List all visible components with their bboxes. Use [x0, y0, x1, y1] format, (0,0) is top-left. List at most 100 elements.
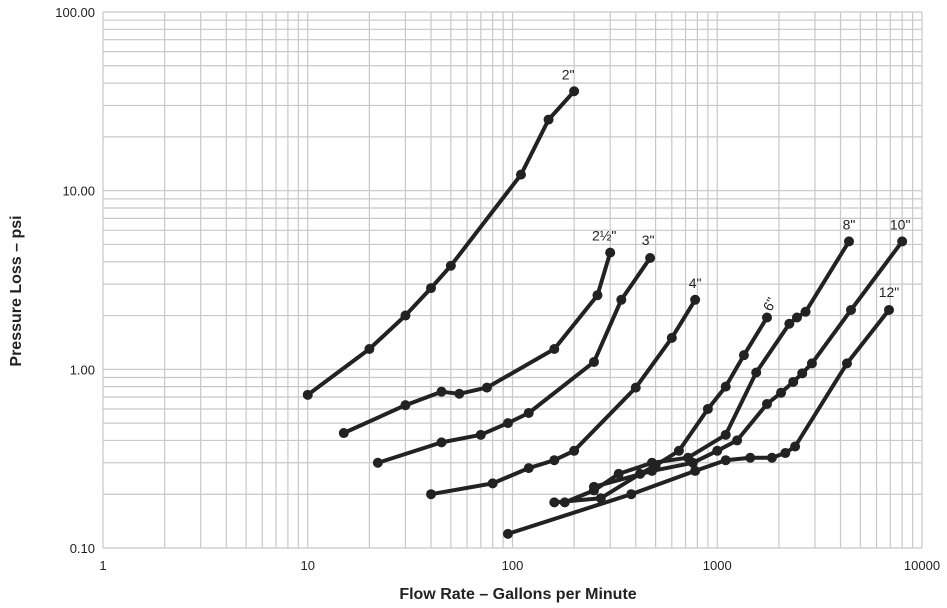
data-point — [732, 435, 743, 446]
data-point — [372, 457, 383, 468]
data-point — [806, 358, 817, 369]
data-point — [302, 389, 313, 400]
data-point — [549, 455, 560, 466]
data-point — [845, 304, 856, 315]
data-point — [400, 400, 411, 411]
data-point — [445, 260, 456, 271]
data-point — [790, 441, 801, 452]
data-point — [666, 332, 677, 343]
data-point — [481, 382, 492, 393]
data-point — [487, 478, 498, 489]
data-point — [800, 306, 811, 317]
chart-grid — [102, 11, 923, 549]
data-point — [690, 465, 701, 476]
series-line — [505, 307, 891, 536]
x-tick-label: 100 — [502, 558, 524, 573]
series-layer — [302, 86, 908, 539]
data-point — [543, 114, 554, 125]
series-label: 4" — [689, 275, 702, 291]
data-point — [588, 481, 599, 492]
x-tick-label: 10000 — [904, 558, 940, 573]
series-label: 6" — [760, 295, 780, 314]
data-point — [502, 418, 513, 429]
data-point — [338, 428, 349, 439]
data-point — [605, 247, 616, 258]
data-point — [436, 386, 447, 397]
data-point — [549, 497, 560, 508]
data-point — [745, 452, 756, 463]
series-group — [372, 252, 656, 468]
y-tick-label: 1.00 — [70, 362, 95, 377]
data-point — [364, 343, 375, 354]
data-point — [515, 169, 526, 180]
y-tick-label: 0.10 — [70, 541, 95, 556]
data-point — [549, 343, 560, 354]
data-point — [843, 236, 854, 247]
y-axis-label: Pressure Loss – psi — [8, 215, 25, 366]
data-point — [595, 493, 606, 504]
data-point — [720, 429, 731, 440]
series-label: 2½" — [592, 228, 616, 244]
series-labels: 2" 2½" 3" 4" 6" 8" 10" 12" — [562, 66, 911, 313]
series-line — [552, 315, 769, 505]
data-point — [720, 455, 731, 466]
data-point — [841, 358, 852, 369]
series-line — [592, 239, 905, 489]
data-point — [791, 312, 802, 323]
data-point — [720, 381, 731, 392]
x-tick-label: 1 — [99, 558, 106, 573]
data-point — [523, 407, 534, 418]
data-point — [762, 312, 773, 323]
data-point — [613, 468, 624, 479]
data-point — [630, 382, 641, 393]
data-point — [690, 294, 701, 305]
series-group — [426, 294, 701, 500]
data-point — [569, 445, 580, 456]
data-point — [780, 448, 791, 459]
data-point — [626, 489, 637, 500]
y-tick-label: 10.00 — [62, 184, 95, 199]
data-point — [569, 86, 580, 97]
series-label: 12" — [879, 284, 900, 300]
data-point — [784, 318, 795, 329]
series-group — [338, 247, 616, 439]
data-point — [475, 429, 486, 440]
series-label: 2" — [562, 66, 575, 82]
series-line — [429, 297, 698, 497]
data-point — [426, 489, 437, 500]
data-point — [712, 445, 723, 456]
data-point — [702, 403, 713, 414]
data-point — [762, 398, 773, 409]
series-group — [549, 312, 773, 508]
x-tick-label: 10 — [301, 558, 315, 573]
x-tick-label: 1000 — [703, 558, 732, 573]
x-axis-label: Flow Rate – Gallons per Minute — [399, 586, 636, 603]
data-point — [673, 445, 684, 456]
series-label: 8" — [843, 216, 856, 232]
series-group — [559, 236, 854, 508]
data-point — [454, 388, 465, 399]
tick-labels: 1 10 100 1000 10000 0.10 1.00 10.00 100.00 — [55, 5, 940, 573]
series-group — [502, 304, 895, 539]
series-line — [341, 250, 613, 435]
data-point — [616, 294, 627, 305]
data-point — [776, 387, 787, 398]
series-group — [588, 236, 908, 492]
data-point — [502, 528, 513, 539]
data-point — [738, 350, 749, 361]
data-point — [426, 283, 437, 294]
data-point — [646, 457, 657, 468]
data-point — [559, 497, 570, 508]
series-label: 10" — [890, 216, 911, 232]
data-point — [766, 452, 777, 463]
data-point — [788, 376, 799, 387]
series-line — [305, 89, 577, 397]
data-point — [897, 236, 908, 247]
data-point — [646, 465, 657, 476]
data-point — [645, 252, 656, 263]
data-point — [797, 368, 808, 379]
series-label: 3" — [642, 232, 655, 248]
data-point — [592, 290, 603, 301]
data-point — [884, 304, 895, 315]
